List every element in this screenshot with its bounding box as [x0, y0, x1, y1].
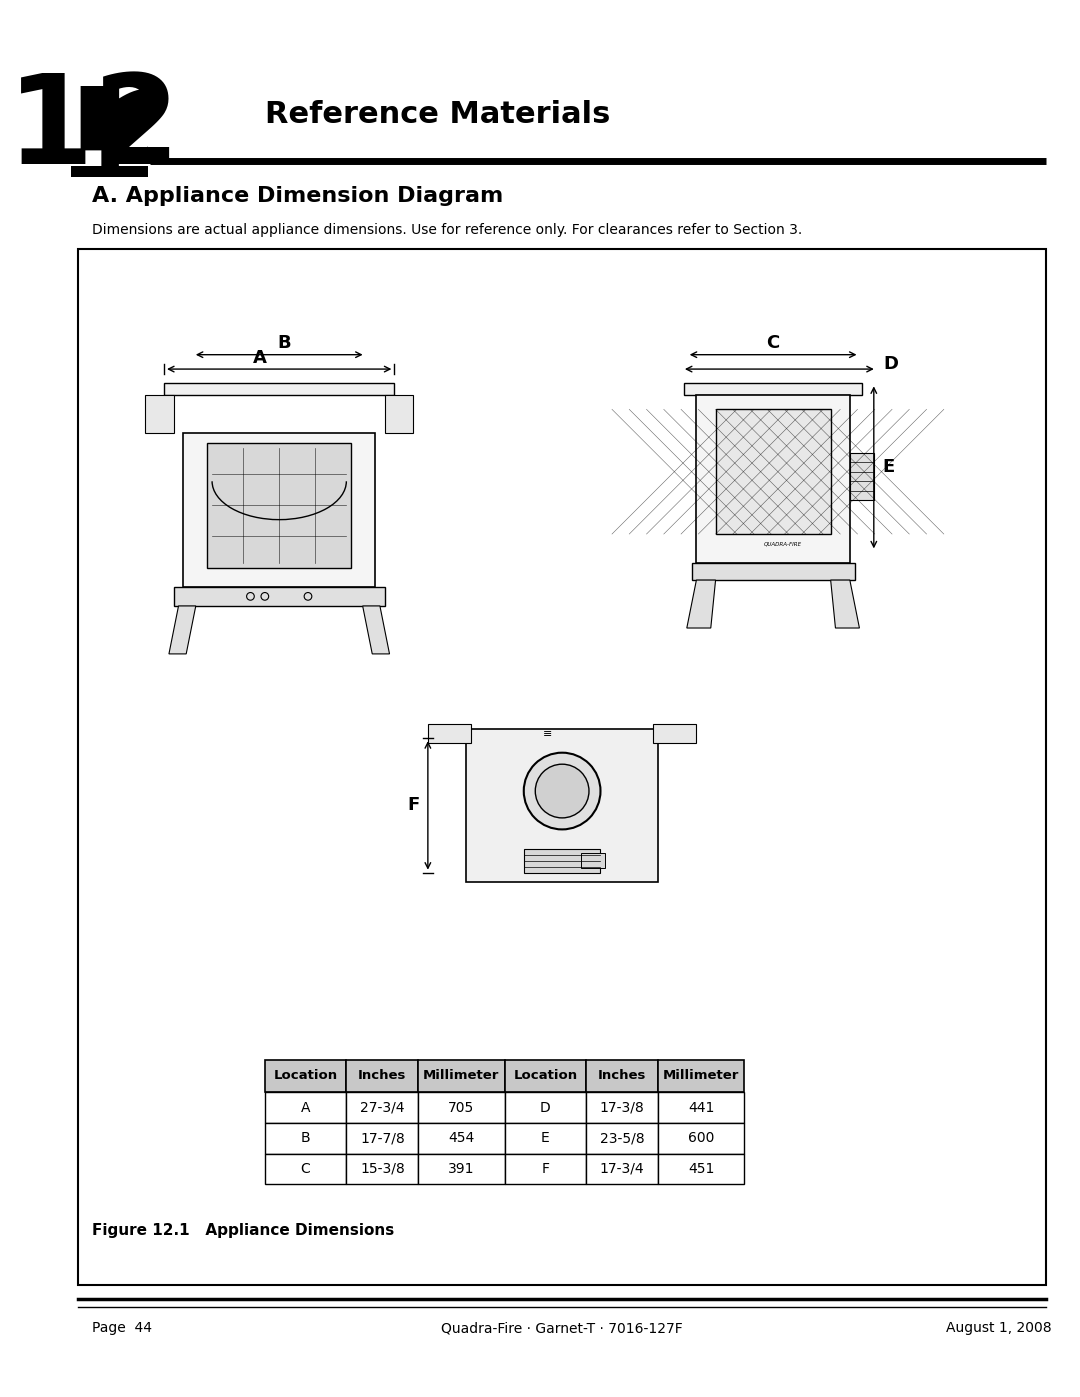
Bar	[850, 453, 874, 500]
Bar	[207, 443, 351, 567]
Text: ≡: ≡	[543, 728, 553, 739]
Bar	[418, 1154, 504, 1185]
Bar	[347, 1092, 418, 1123]
Bar	[586, 1154, 658, 1185]
Text: B: B	[301, 1132, 310, 1146]
Text: Dimensions are actual appliance dimensions. Use for reference only. For clearanc: Dimensions are actual appliance dimensio…	[92, 224, 802, 237]
Text: E: E	[541, 1132, 550, 1146]
Text: 12: 12	[8, 68, 181, 190]
Text: 17-3/4: 17-3/4	[599, 1162, 645, 1176]
Text: 391: 391	[448, 1162, 475, 1176]
Bar	[504, 1123, 586, 1154]
Text: 23-5/8: 23-5/8	[599, 1132, 645, 1146]
Bar	[691, 563, 854, 580]
Bar	[265, 1092, 347, 1123]
Bar	[428, 724, 471, 743]
Circle shape	[524, 753, 600, 830]
Polygon shape	[168, 606, 195, 654]
Circle shape	[536, 764, 589, 817]
Text: B: B	[278, 334, 291, 352]
Text: D: D	[540, 1101, 551, 1115]
Text: Figure 12.1   Appliance Dimensions: Figure 12.1 Appliance Dimensions	[92, 1222, 394, 1238]
Bar	[504, 1092, 586, 1123]
Text: C: C	[300, 1162, 310, 1176]
Text: 17-3/8: 17-3/8	[599, 1101, 645, 1115]
Text: F: F	[541, 1162, 550, 1176]
Bar	[71, 87, 148, 177]
Bar	[685, 383, 862, 395]
Bar	[174, 587, 384, 606]
Text: Location: Location	[273, 1069, 338, 1083]
Text: 454: 454	[448, 1132, 474, 1146]
Text: 441: 441	[688, 1101, 714, 1115]
Text: 27-3/4: 27-3/4	[360, 1101, 405, 1115]
Bar	[586, 1059, 658, 1092]
Text: Millimeter: Millimeter	[423, 1069, 500, 1083]
Text: August 1, 2008: August 1, 2008	[946, 1322, 1051, 1336]
Bar	[524, 848, 600, 873]
Bar	[347, 1123, 418, 1154]
Text: 12: 12	[23, 71, 197, 191]
Bar	[586, 1092, 658, 1123]
Bar	[658, 1123, 744, 1154]
Text: Inches: Inches	[359, 1069, 406, 1083]
Text: Quadra-Fire · Garnet-T · 7016-127F: Quadra-Fire · Garnet-T · 7016-127F	[442, 1322, 683, 1336]
Text: Reference Materials: Reference Materials	[265, 101, 610, 130]
Text: 600: 600	[688, 1132, 714, 1146]
Bar	[658, 1092, 744, 1123]
Text: 451: 451	[688, 1162, 714, 1176]
Text: A: A	[301, 1101, 310, 1115]
Text: Millimeter: Millimeter	[663, 1069, 740, 1083]
Polygon shape	[831, 580, 860, 629]
Text: Page  44: Page 44	[92, 1322, 152, 1336]
Text: A: A	[253, 349, 267, 366]
Bar	[384, 395, 414, 433]
Text: 705: 705	[448, 1101, 474, 1115]
Polygon shape	[687, 580, 716, 629]
Bar	[418, 1059, 504, 1092]
Bar	[265, 1154, 347, 1185]
Text: Inches: Inches	[598, 1069, 646, 1083]
Text: D: D	[883, 355, 899, 373]
Text: A. Appliance Dimension Diagram: A. Appliance Dimension Diagram	[92, 186, 503, 207]
Bar	[467, 729, 658, 882]
Bar	[418, 1123, 504, 1154]
Text: F: F	[407, 796, 420, 814]
Bar	[581, 854, 605, 868]
Bar	[504, 1154, 586, 1185]
Bar	[164, 383, 394, 395]
Text: 17-7/8: 17-7/8	[360, 1132, 405, 1146]
Bar	[658, 1059, 744, 1092]
Bar	[347, 1059, 418, 1092]
Text: E: E	[882, 458, 894, 476]
Bar	[78, 249, 1047, 1285]
Bar	[265, 1123, 347, 1154]
Bar	[653, 724, 697, 743]
Text: Location: Location	[513, 1069, 578, 1083]
Bar	[265, 1059, 347, 1092]
Text: QUADRA-FIRE: QUADRA-FIRE	[764, 541, 801, 546]
Bar	[697, 395, 850, 563]
Bar	[658, 1154, 744, 1185]
Bar	[504, 1059, 586, 1092]
Bar	[145, 395, 174, 433]
Bar	[184, 433, 375, 587]
Text: 15-3/8: 15-3/8	[360, 1162, 405, 1176]
Bar	[586, 1123, 658, 1154]
Text: C: C	[767, 334, 780, 352]
Bar	[716, 409, 831, 534]
Bar	[418, 1092, 504, 1123]
Bar	[347, 1154, 418, 1185]
Polygon shape	[363, 606, 390, 654]
